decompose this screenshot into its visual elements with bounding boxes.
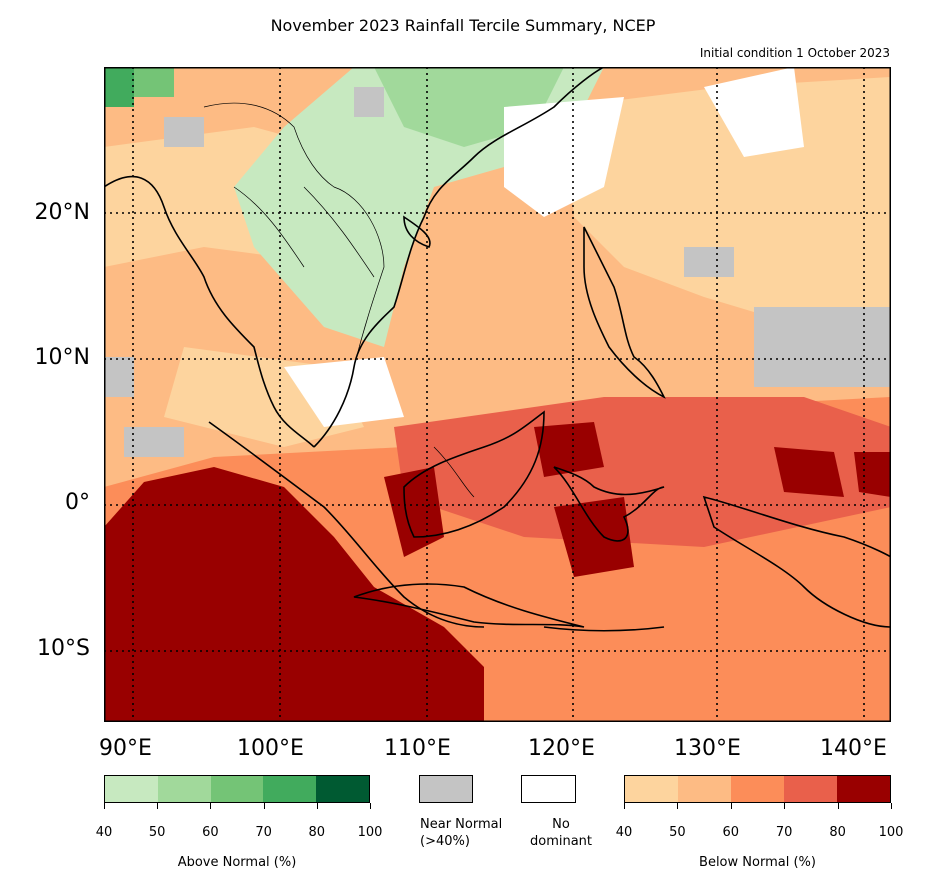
below-normal-swatch-4 xyxy=(837,776,890,802)
lat-tick-20n: 20°N xyxy=(34,200,90,225)
above-normal-ticks: 40 50 60 70 80 100 xyxy=(96,803,382,840)
country-borders xyxy=(203,102,475,498)
map-subtitle: Initial condition 1 October 2023 xyxy=(699,46,890,60)
above-normal-title: Above Normal (%) xyxy=(177,855,297,870)
region-below-80 xyxy=(554,497,634,577)
above-normal-tick-label: 80 xyxy=(308,825,326,840)
no-dominant-swatch xyxy=(521,775,576,803)
region-above-70 xyxy=(104,67,134,107)
below-normal-colorbar xyxy=(624,775,891,803)
below-normal-tick-label: 80 xyxy=(829,825,846,840)
region-near-normal xyxy=(124,427,184,457)
region-no-dominant xyxy=(284,357,404,427)
map-title: November 2023 Rainfall Tercile Summary, … xyxy=(270,16,656,35)
lon-tick-110e: 110°E xyxy=(384,736,451,761)
region-no-dominant xyxy=(504,97,624,217)
region-near-normal xyxy=(104,357,134,397)
lon-tick-130e: 130°E xyxy=(674,736,741,761)
region-near-normal xyxy=(684,247,734,277)
region-below-80 xyxy=(534,422,604,477)
region-below-80 xyxy=(384,467,444,557)
region-below-80 xyxy=(774,447,844,497)
near-normal-label: Near Normal (>40%) xyxy=(420,817,503,849)
above-normal-tick-label: 60 xyxy=(202,825,219,840)
above-normal-swatch-4 xyxy=(316,776,369,802)
near-normal-swatch xyxy=(419,775,473,803)
below-normal-swatch-0 xyxy=(625,776,678,802)
map-frame xyxy=(104,67,891,722)
below-normal-tick-label: 40 xyxy=(615,825,633,840)
below-normal-tick-label: 70 xyxy=(775,825,793,840)
region-below-70 xyxy=(394,397,891,547)
region-near-normal xyxy=(354,87,384,117)
region-no-dominant xyxy=(704,67,804,157)
lat-tick-0: 0° xyxy=(65,490,90,515)
above-normal-colorbar xyxy=(104,775,370,803)
region-below-80 xyxy=(854,452,891,497)
lon-tick-120e: 120°E xyxy=(528,736,595,761)
region-below-40 xyxy=(564,77,891,367)
lon-tick-90e: 90°E xyxy=(99,736,152,761)
above-normal-tick-label: 70 xyxy=(255,825,272,840)
below-normal-swatch-1 xyxy=(678,776,731,802)
below-normal-title: Below Normal (%) xyxy=(699,855,816,870)
lat-tick-10s: 10°S xyxy=(37,636,90,661)
region-near-normal xyxy=(164,117,204,147)
lon-tick-100e: 100°E xyxy=(237,736,304,761)
lon-tick-140e: 140°E xyxy=(820,736,887,761)
no-dominant-label: No dominant xyxy=(529,817,593,849)
above-normal-swatch-0 xyxy=(105,776,158,802)
above-normal-swatch-3 xyxy=(263,776,317,802)
rainfall-map xyxy=(104,67,891,722)
below-normal-tick-label: 100 xyxy=(878,825,904,840)
above-normal-tick-label: 100 xyxy=(357,825,383,840)
below-normal-tick-label: 50 xyxy=(669,825,686,840)
region-below-80 xyxy=(104,467,484,722)
above-normal-swatch-1 xyxy=(157,776,211,802)
below-normal-swatch-2 xyxy=(731,776,784,802)
gridlines xyxy=(104,67,891,722)
below-normal-swatch-3 xyxy=(784,776,837,802)
above-normal-tick-label: 40 xyxy=(95,825,113,840)
region-near-normal xyxy=(754,307,891,387)
above-normal-swatch-2 xyxy=(210,776,264,802)
below-normal-ticks: 40 50 60 70 80 100 xyxy=(616,803,903,840)
coastlines xyxy=(104,67,891,632)
below-normal-tick-label: 60 xyxy=(722,825,740,840)
lat-tick-10n: 10°N xyxy=(34,345,90,370)
region-above-60 xyxy=(134,67,174,97)
above-normal-tick-label: 50 xyxy=(148,825,166,840)
